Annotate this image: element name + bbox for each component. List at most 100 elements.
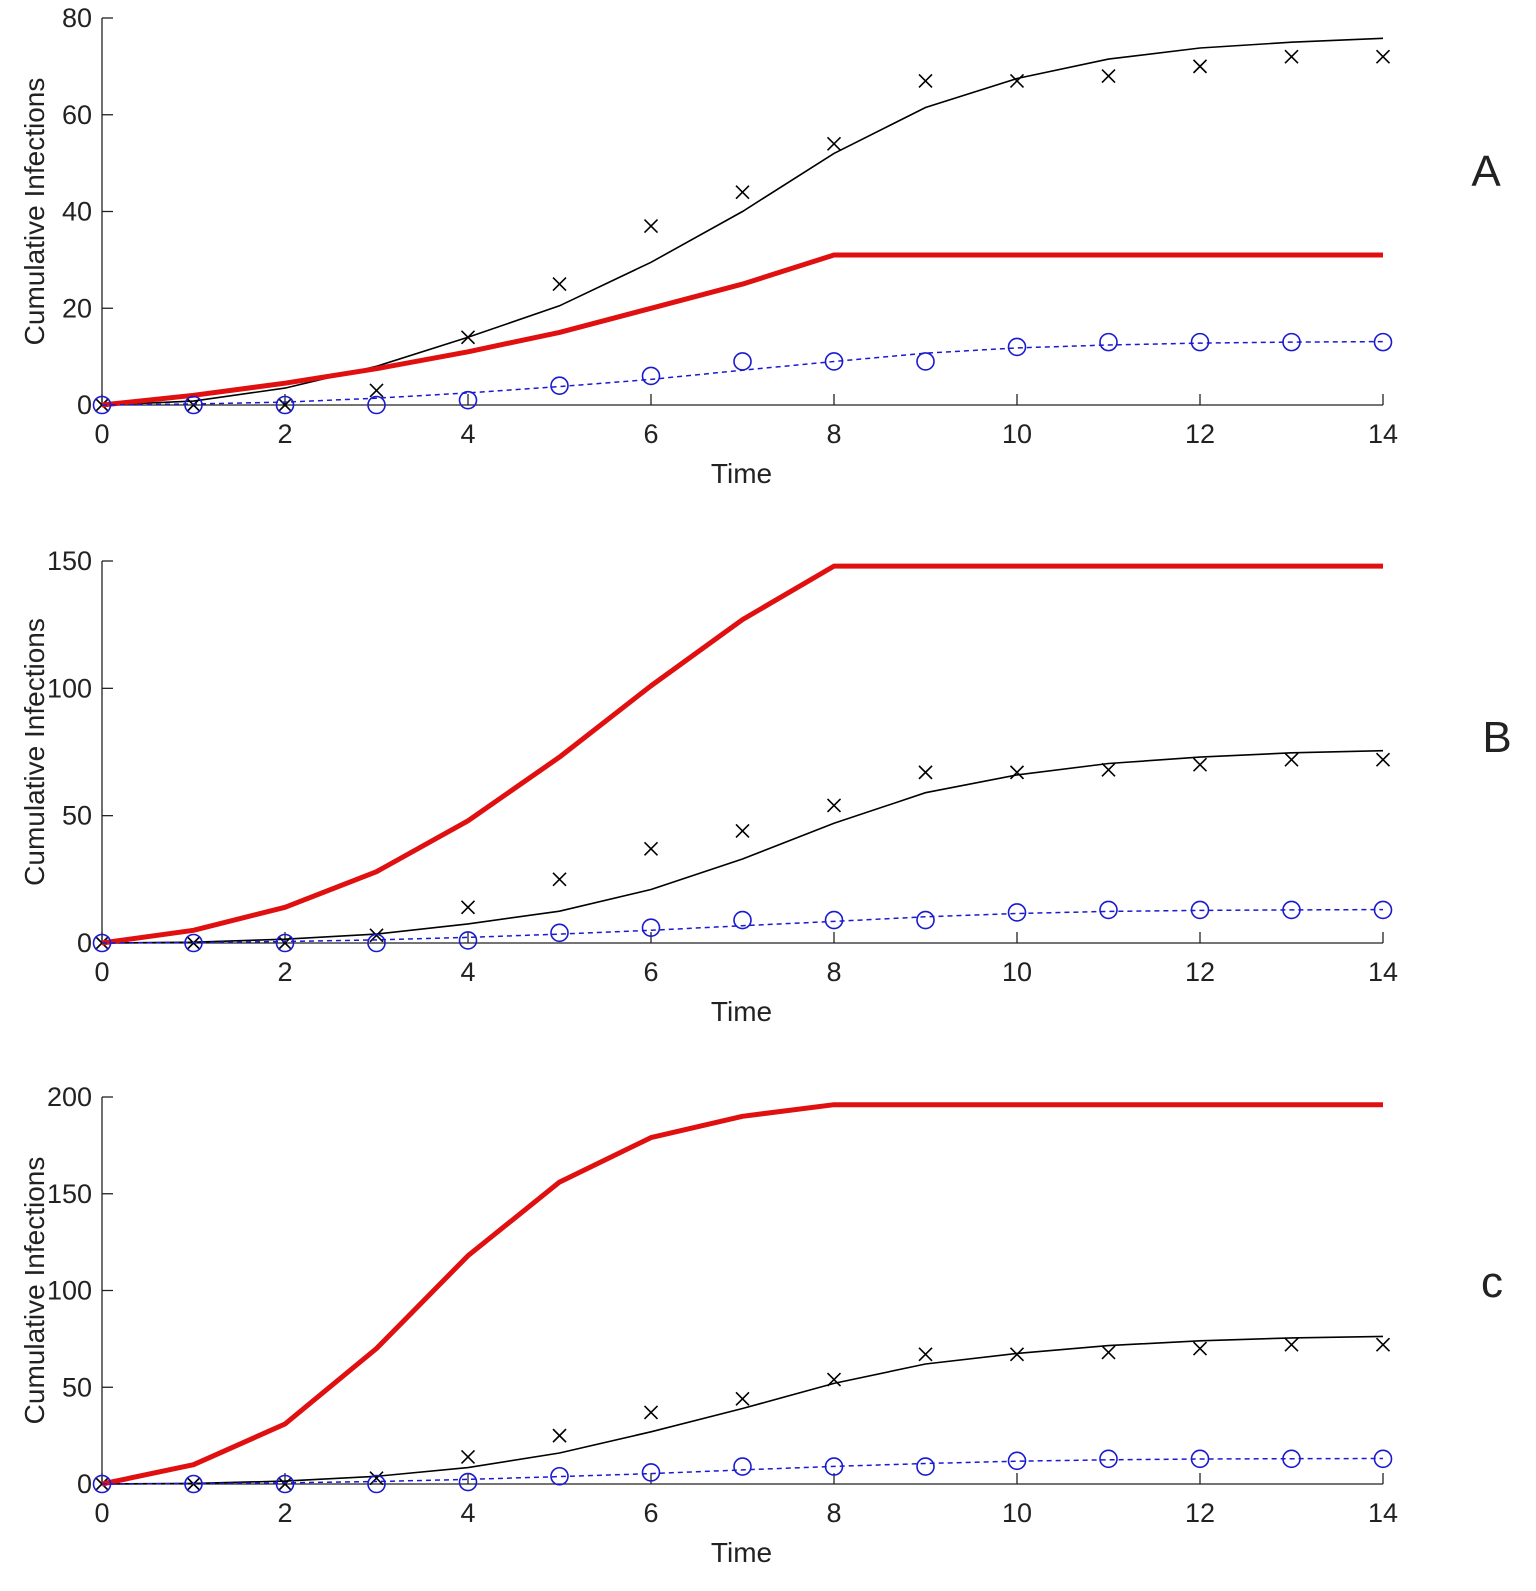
x-marker-stroke: [1284, 1337, 1299, 1352]
x-axis-title: Time: [711, 458, 772, 489]
data-point-x-marker: [735, 1391, 750, 1406]
chart-panel-A: 0 20 40 60 80 0 2 4 6 8 10 12 14 Time Cumulative Infec…: [19, 3, 1501, 489]
data-point-x-marker: [277, 1476, 293, 1492]
data-point-x-marker: [826, 798, 842, 813]
x-tick-label: 8: [826, 1498, 841, 1528]
x-tick-label: 4: [460, 1498, 475, 1528]
data-point-circle-marker: [641, 1463, 661, 1482]
data-point-x-marker: [277, 397, 293, 413]
series-line-model-total: [101, 749, 1384, 944]
panel-label: B: [1482, 713, 1511, 762]
data-point-circle-marker: [92, 395, 112, 415]
y-tick-label: 150: [47, 546, 92, 576]
x-tick-label: 14: [1368, 419, 1398, 449]
x-marker-stroke: [552, 872, 567, 887]
y-tick-label: 50: [62, 801, 92, 831]
x-tick-label: 12: [1185, 957, 1215, 987]
data-point-circle-marker: [275, 395, 295, 415]
x-marker-stroke: [1009, 765, 1025, 780]
data-point-circle-marker: [733, 352, 752, 371]
chart-panel-c: 0 50 100 150 200 0 2 4 6 8 10 12 14 Time Cumulative In…: [19, 1082, 1503, 1568]
data-point-x-marker: [1101, 68, 1116, 84]
y-axis-title: Cumulative Infections: [19, 1157, 50, 1425]
data-point-x-marker: [1009, 1347, 1025, 1362]
x-tick-label: 0: [94, 1498, 109, 1528]
y-tick-label: 20: [62, 293, 92, 323]
x-marker-stroke: [918, 1347, 933, 1362]
data-point-circle-marker: [916, 352, 935, 371]
x-marker-stroke: [1009, 73, 1025, 88]
x-marker-stroke: [643, 1405, 659, 1420]
data-point-x-marker: [735, 823, 750, 839]
x-tick-label: 2: [277, 419, 292, 449]
series-line-red-curve: [101, 1102, 1383, 1487]
y-tick-label: 0: [77, 928, 92, 958]
x-marker-stroke: [1192, 1341, 1208, 1356]
chart-panel-B: 0 50 100 150 0 2 4 6 8 10 12 14 Time Cumulative Infec…: [19, 546, 1512, 1027]
data-point-x-marker: [826, 136, 842, 151]
x-tick-label: 8: [826, 419, 841, 449]
y-tick-label: 100: [47, 1276, 92, 1306]
data-point-x-marker: [460, 900, 476, 915]
x-tick-label: 10: [1002, 957, 1032, 987]
x-tick-label: 6: [643, 957, 658, 987]
x-marker-stroke: [1375, 752, 1391, 767]
data-point-x-marker: [918, 1347, 933, 1362]
x-tick-label: 6: [643, 419, 658, 449]
x-tick-label: 12: [1185, 419, 1215, 449]
series-line-model-total: [101, 1335, 1384, 1485]
x-marker-stroke: [735, 1391, 750, 1406]
data-point-x-marker: [1284, 49, 1299, 64]
x-marker-stroke: [1284, 49, 1299, 64]
series-line-model-subset: [101, 1457, 1384, 1485]
data-point-circle-marker: [1099, 1449, 1118, 1469]
data-point-circle-marker: [458, 390, 478, 410]
x-tick-label: 10: [1002, 419, 1032, 449]
x-marker-stroke: [1375, 49, 1391, 64]
data-point-circle-marker: [916, 910, 935, 930]
data-point-circle-marker: [458, 931, 478, 950]
data-point-x-marker: [918, 73, 933, 88]
data-point-x-marker: [1284, 752, 1299, 767]
series-line-model-total: [101, 37, 1384, 406]
x-marker-stroke: [643, 218, 659, 234]
x-marker-stroke: [826, 136, 842, 151]
data-point-circle-marker: [92, 933, 112, 953]
data-point-circle-marker: [1190, 332, 1210, 352]
x-tick-label: 0: [94, 419, 109, 449]
y-axis-title: Cumulative Infections: [19, 618, 50, 886]
x-tick-label: 10: [1002, 1498, 1032, 1528]
data-point-x-marker: [552, 276, 567, 292]
data-point-circle-marker: [641, 918, 661, 938]
data-point-circle-marker: [824, 910, 844, 930]
x-axis-title: Time: [711, 996, 772, 1027]
x-marker-stroke: [369, 1471, 384, 1486]
x-marker-stroke: [369, 383, 384, 398]
y-axis-title: Cumulative Infections: [19, 78, 50, 346]
data-point-circle-marker: [1007, 1451, 1027, 1471]
data-point-circle-marker: [367, 933, 386, 953]
x-marker-stroke: [1009, 1347, 1025, 1362]
y-tick-label: 80: [62, 3, 92, 33]
data-point-circle-marker: [1007, 903, 1027, 922]
data-point-x-marker: [735, 185, 750, 200]
data-point-x-marker: [643, 841, 659, 856]
data-point-x-marker: [1192, 757, 1208, 772]
x-marker-stroke: [552, 276, 567, 292]
x-marker-stroke: [1192, 757, 1208, 772]
x-marker-stroke: [277, 397, 293, 413]
data-point-x-marker: [460, 1449, 476, 1464]
x-marker-stroke: [735, 185, 750, 200]
series-line-red-curve: [101, 563, 1383, 946]
data-point-circle-marker: [275, 933, 295, 953]
panel-label: A: [1471, 147, 1501, 196]
data-point-circle-marker: [458, 1472, 478, 1492]
data-point-circle-marker: [92, 1474, 112, 1494]
y-tick-label: 0: [77, 1469, 92, 1499]
data-point-circle-marker: [733, 910, 752, 930]
y-tick-label: 0: [77, 390, 92, 420]
y-tick-label: 50: [62, 1372, 92, 1402]
series-line-model-subset: [101, 908, 1384, 944]
data-point-x-marker: [918, 765, 933, 780]
